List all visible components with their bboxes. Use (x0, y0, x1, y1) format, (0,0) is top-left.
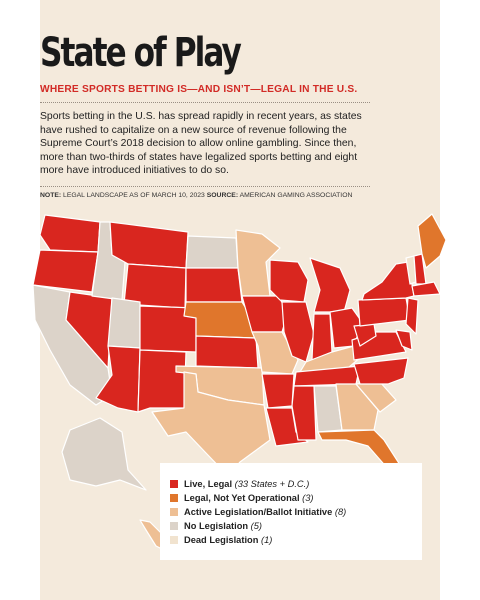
us-map (32, 213, 447, 553)
divider (40, 186, 370, 187)
legend-item: Active Legislation/Ballot Initiative (8) (170, 507, 346, 519)
legend-swatch (170, 494, 178, 502)
state (195, 335, 259, 369)
state (107, 297, 141, 349)
state (61, 417, 147, 491)
title: State of Play (40, 30, 242, 76)
legend-count: (1) (260, 535, 273, 545)
state (269, 259, 309, 303)
state (39, 214, 101, 253)
state (109, 221, 189, 269)
legend-swatch (170, 508, 178, 516)
state (411, 281, 441, 297)
legend-count: (33 States + D.C.) (234, 479, 310, 489)
state (395, 329, 413, 351)
legend-count: (5) (250, 521, 263, 531)
intro-text: Sports betting in the U.S. has spread ra… (40, 111, 362, 177)
state (357, 297, 411, 327)
legend-count: (8) (334, 507, 347, 517)
state (137, 349, 187, 413)
state (185, 235, 239, 269)
state (261, 373, 295, 409)
legend-label: Live, Legal (184, 479, 233, 489)
note-text: LEGAL LANDSCAPE AS OF MARCH 10, 2023 (63, 192, 205, 199)
legend-item: Live, Legal (33 States + D.C.) (170, 479, 309, 491)
state (405, 297, 419, 335)
note: NOTE: LEGAL LANDSCAPE AS OF MARCH 10, 20… (40, 192, 380, 199)
source-label: SOURCE: (206, 192, 239, 199)
legend-label: Legal, Not Yet Operational (184, 493, 300, 503)
legend-label: No Legislation (184, 521, 249, 531)
state (353, 357, 409, 385)
state (309, 257, 351, 313)
state (417, 213, 447, 269)
legend-item: Legal, Not Yet Operational (3) (170, 493, 314, 505)
legend-swatch (170, 480, 178, 488)
state (185, 267, 243, 303)
legend-label: Dead Legislation (184, 535, 259, 545)
state (291, 385, 317, 441)
legend-swatch (170, 536, 178, 544)
legend-swatch (170, 522, 178, 530)
state (335, 383, 379, 431)
legend-count: (3) (302, 493, 314, 503)
state (361, 261, 415, 301)
state (235, 229, 281, 297)
state (32, 249, 99, 293)
divider (40, 102, 370, 103)
legend: Live, Legal (33 States + D.C.) Legal, Not… (160, 463, 422, 560)
legend-label: Active Legislation/Ballot Initiative (184, 507, 333, 517)
note-label: NOTE: (40, 192, 62, 199)
legend-item: No Legislation (5) (170, 521, 262, 533)
source-text: AMERICAN GAMING ASSOCIATION (239, 192, 353, 199)
subtitle: WHERE SPORTS BETTING IS—AND ISN’T—LEGAL … (40, 84, 358, 95)
legend-item: Dead Legislation (1) (170, 535, 272, 547)
